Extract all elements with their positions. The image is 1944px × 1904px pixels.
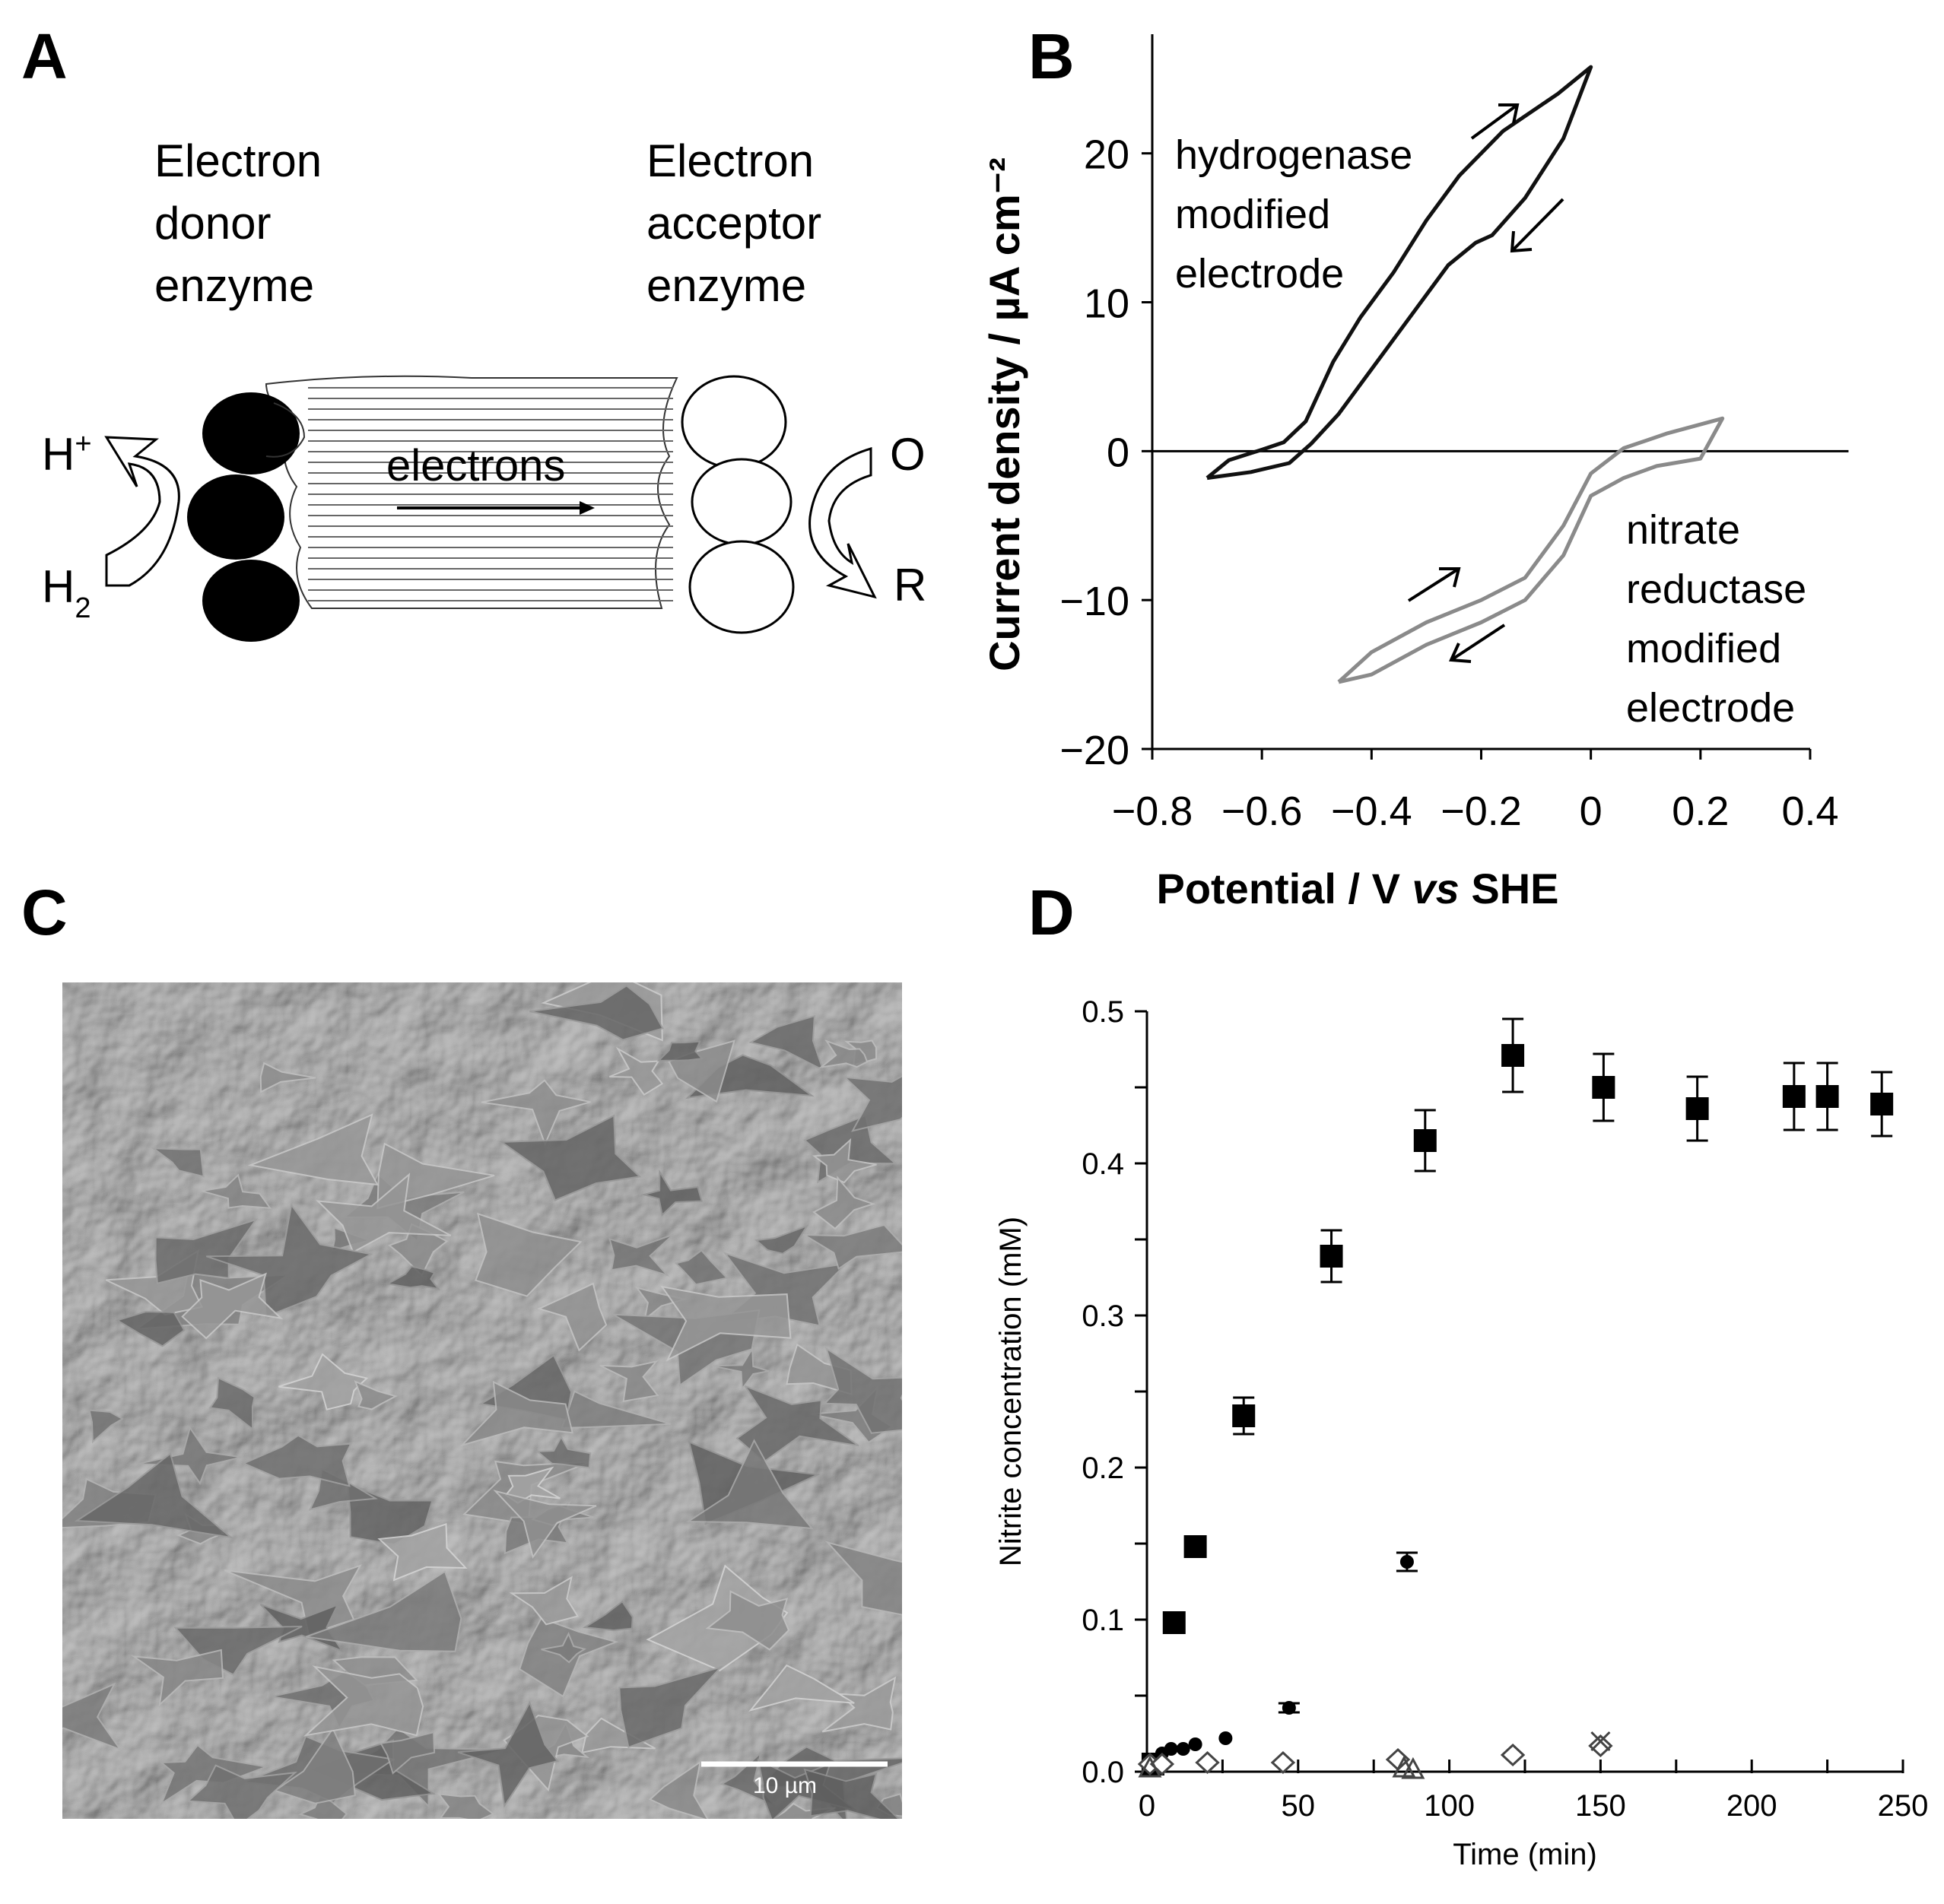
d-y-tick-label: 0.4 [1082,1147,1124,1181]
d-x-tick-label: 50 [1282,1789,1316,1823]
donor-enzyme [187,392,306,642]
reverse-scan-arrow-hydrogenase [1510,198,1564,253]
data-point-square [1815,1061,1839,1131]
d-y-tick-label: 0.1 [1082,1604,1124,1637]
ox-label: O [890,429,926,480]
data-point-circle [1396,1551,1418,1572]
b-y-tick-label: 10 [1084,281,1129,327]
d-x-axis-label: Time (min) [1453,1838,1597,1871]
nitrate-label-line-4: electrode [1626,685,1795,731]
b-x-axis-label: Potential / V vs SHE [1156,865,1558,912]
electron-arrow [397,501,595,515]
forward-scan-arrow-nitrate [1407,567,1461,602]
hydrogenase-label-line-3: electrode [1175,251,1344,297]
d-y-axis-label: Nitrite concentration (mM) [994,1217,1028,1566]
panel-d: D 0.0 0.1 0.2 0.3 0.4 0.5 0 50 100 150 200 250 Time … [943,852,1944,1904]
d-y-tick-label: 0.5 [1082,995,1124,1029]
data-point-triangle [1138,1755,1162,1778]
hydrogenase-label-line-1: hydrogenase [1175,132,1412,178]
data-point-square [1183,1535,1207,1558]
panel-letter-d: D [1028,877,1075,948]
data-point-circle [1164,1742,1178,1756]
panel-letter-c: C [21,877,68,948]
data-point-square [1320,1229,1343,1284]
data-point-square [1685,1075,1709,1142]
h-plus-label: H+ [42,428,92,480]
data-point-square [1413,1109,1437,1173]
forward-scan-arrow-hydrogenase [1470,103,1520,140]
b-x-tick-label: −0.6 [1221,789,1303,834]
data-point-diamond [1195,1750,1220,1775]
b-y-tick-label: 20 [1084,132,1129,178]
b-x-tick-label: 0 [1580,789,1603,834]
b-x-tick-label: −0.8 [1112,789,1193,834]
d-x-tick-label: 0 [1139,1789,1155,1823]
cv-chart: −20 −10 0 10 20 −0.8 −0.6 −0.4 −0.2 0 0.2 0.4 Potent… [980,34,1849,912]
data-point-circle [1278,1701,1300,1715]
panel-letter-a: A [21,21,68,92]
electrode-body [265,375,678,609]
data-point-square [1232,1396,1256,1436]
data-point-square [1501,1017,1525,1093]
reverse-scan-arrow-nitrate [1448,624,1506,663]
d-x-tick-label: 250 [1878,1789,1929,1823]
h2-oxidation-arrow [104,436,180,587]
nitrate-label-line-2: reductase [1626,566,1806,612]
panel-c: C 10 µm [0,852,943,1904]
data-point-diamond [1500,1743,1526,1767]
d-x-tick-label: 150 [1575,1789,1626,1823]
data-point-triangle [1401,1756,1425,1779]
acceptor-label-line-3: enzyme [646,260,806,311]
hydrogenase-label-line-2: modified [1175,192,1330,237]
panel-b: B −20 −10 0 10 20 −0.8 −0.6 −0.4 −0.2 0 0.2 0.4 Pote… [943,0,1944,912]
data-point-square [1870,1071,1894,1138]
panel-letter-b: B [1028,21,1075,92]
data-point-diamond [1588,1734,1613,1758]
data-point-circle [1218,1731,1233,1745]
red-label: R [894,560,926,611]
nitrate-label-line-3: modified [1626,626,1781,671]
b-x-tick-label: 0.2 [1672,789,1729,834]
donor-label-line-2: donor [154,198,271,249]
cv-trace-hydrogenase [1205,65,1593,481]
scale-bar-label: 10 µm [753,1773,817,1798]
d-x-tick-label: 100 [1424,1789,1475,1823]
d-y-tick-label: 0.0 [1082,1756,1124,1789]
cv-trace-nitrate-reductase [1337,416,1725,684]
enzyme-diagram: Electron donor enzyme Electron acceptor … [42,135,926,642]
data-point-circle [1176,1742,1190,1756]
data-point-diamond [1270,1750,1296,1775]
data-point-circle [1188,1737,1202,1751]
data-point-square [1592,1052,1615,1122]
h2-label: H2 [42,561,91,624]
data-point-square [1162,1611,1186,1634]
sem-micrograph [62,982,902,1819]
d-y-tick-label: 0.3 [1082,1299,1124,1333]
donor-label-line-1: Electron [154,135,322,186]
d-y-tick-label: 0.2 [1082,1452,1124,1485]
data-point-square [1782,1061,1806,1131]
nitrate-label-line-1: nitrate [1626,507,1740,553]
acceptor-label-line-2: acceptor [646,198,821,249]
b-x-tick-label: −0.2 [1441,789,1522,834]
b-y-axis-label: Current density / µA cm⁻² [980,157,1028,671]
b-y-tick-label: −10 [1059,579,1129,624]
b-y-tick-label: −20 [1059,728,1129,773]
acceptor-enzyme [681,375,795,634]
d-x-tick-label: 200 [1726,1789,1777,1823]
b-x-tick-label: 0.4 [1781,789,1838,834]
electrons-label: electrons [386,441,565,490]
panel-a: A Electron donor enzyme Electron accepto… [0,0,943,776]
b-x-tick-label: −0.4 [1331,789,1412,834]
data-point-cross [1590,1731,1611,1752]
nitrite-chart: 0.0 0.1 0.2 0.3 0.4 0.5 0 50 100 150 200 250 Time (m… [994,995,1929,1871]
b-y-tick-label: 0 [1107,430,1129,475]
reduction-arrow [808,447,877,599]
acceptor-label-line-1: Electron [646,135,814,186]
donor-label-line-3: enzyme [154,260,314,311]
